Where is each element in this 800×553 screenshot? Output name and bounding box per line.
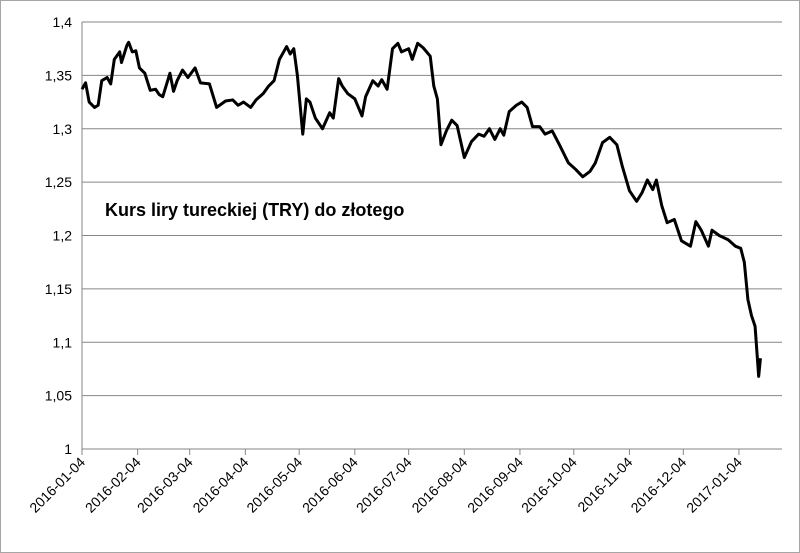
y-tick-label: 1,05 <box>45 388 72 404</box>
y-tick-label: 1,15 <box>45 281 72 297</box>
y-tick-label: 1 <box>64 441 72 457</box>
y-tick-label: 1,4 <box>53 14 73 30</box>
data-line <box>80 40 762 378</box>
y-tick-label: 1,2 <box>53 228 73 244</box>
chart-title: Kurs liry tureckiej (TRY) do złotego <box>105 200 404 220</box>
y-tick-label: 1,1 <box>53 334 73 350</box>
y-tick-label: 1,25 <box>45 174 72 190</box>
y-tick-label: 1,35 <box>45 67 72 83</box>
y-tick-label: 1,3 <box>53 121 73 137</box>
